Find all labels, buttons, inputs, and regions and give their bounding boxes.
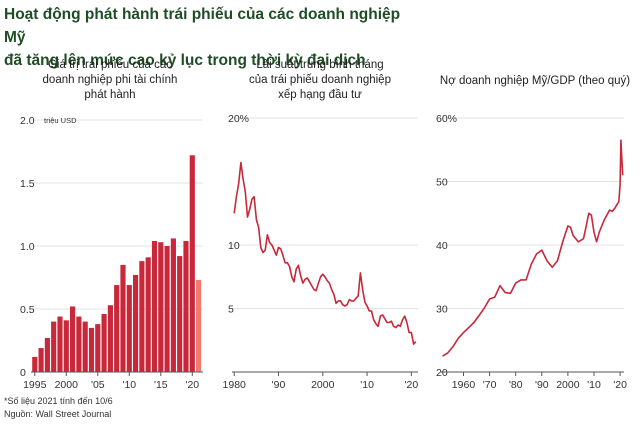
debt-gdp-chart: 30 40 50 60% 20 1960 '70 '80 '90 2000 '10 '20	[436, 113, 627, 391]
bar-1999	[57, 316, 63, 372]
yield-chart-x-tick-label: 1980	[223, 379, 247, 391]
bar-chart-title-line-3: phát hành	[84, 89, 136, 101]
bar-2007	[107, 305, 113, 372]
bar-2015	[158, 242, 164, 372]
yield-chart-x-tick-label: '20	[405, 379, 419, 391]
bar-1996	[38, 348, 44, 372]
bar-chart: 0 0.5 1.0 1.5 2.0 triệu USD 1995 2000 '05 '10 '15 '…	[20, 115, 203, 391]
debt-gdp-chart-y-tick-label: 60%	[436, 113, 457, 125]
debt-gdp-chart-y-tick-label-base: 20	[436, 367, 448, 379]
debt-gdp-chart-series-line	[442, 139, 624, 357]
source-note: Nguồn: Wall Street Journal	[4, 409, 112, 419]
yield-chart-title-line-2: của trái phiếu doanh nghiệp	[249, 74, 391, 86]
yield-chart-x-tick-label: '10	[360, 379, 374, 391]
bar-chart-x-tick-label: '10	[122, 379, 136, 391]
debt-gdp-chart-x-tick-label: '10	[587, 379, 601, 391]
headline-line-1: Hoạt động phát hành trái phiếu của các d…	[4, 6, 401, 46]
bar-chart-y-tick-label: 1.0	[20, 241, 35, 253]
bar-1998	[51, 321, 57, 372]
bar-2018	[177, 256, 183, 372]
debt-gdp-chart-x-tick-label: '90	[535, 379, 549, 391]
footnote: *Số liệu 2021 tính đến 10/6	[4, 396, 113, 406]
bar-2021	[196, 280, 202, 372]
bar-chart-y-tick-label: 0.5	[20, 304, 35, 316]
bar-chart-x-tick-label: 1995	[23, 379, 47, 391]
yield-chart-y-tick-label: 10	[228, 240, 240, 252]
bar-chart-x-tick-label: 2000	[55, 379, 79, 391]
headline-line-2: đã tăng lên mức cao kỷ lục trong thời kỳ…	[4, 52, 366, 69]
debt-gdp-chart-x-tick-label: '20	[613, 379, 627, 391]
debt-gdp-chart-x-tick-label: 2000	[556, 379, 580, 391]
bar-2004	[88, 327, 95, 372]
yield-chart-x-tick-label: '90	[272, 379, 286, 391]
bar-2020	[189, 155, 195, 372]
yield-chart-title-line-1: Lãi suất trung bình tháng	[256, 59, 384, 71]
bar-chart-x-tick-label: '05	[91, 379, 105, 391]
bar-1997	[44, 337, 50, 372]
bar-2017	[170, 238, 176, 372]
bar-2008	[114, 285, 120, 372]
bar-2013	[145, 257, 151, 372]
bar-2019	[183, 240, 189, 372]
headline: Hoạt động phát hành trái phiếu của các d…	[4, 3, 404, 72]
debt-gdp-chart-x-tick-label: '80	[509, 379, 523, 391]
bar-2010	[126, 285, 132, 372]
bar-chart-x-tick-label: '15	[154, 379, 168, 391]
debt-gdp-chart-x-tick-label: 1960	[452, 379, 476, 391]
bar-chart-y-tick-label: 2.0	[20, 115, 35, 127]
bar-2000	[63, 320, 69, 372]
bar-chart-y-tick-label: 0	[20, 367, 26, 379]
yield-chart-series-line	[233, 161, 417, 345]
yield-chart-title: Lãi suất trung bình tháng của trái phiếu…	[220, 58, 420, 103]
bar-2001	[69, 306, 76, 372]
bar-chart-y-tick-label: 1.5	[20, 178, 35, 190]
bar-2011	[133, 274, 139, 372]
debt-gdp-chart-y-tick-label: 40	[436, 240, 448, 252]
yield-chart-y-tick-label: 20%	[228, 113, 249, 125]
yield-chart-y-tick-label: 5	[228, 304, 234, 316]
bar-chart-title: Giá trị trái phiếu của các doanh nghiệp …	[10, 58, 210, 103]
debt-gdp-chart-title: Nợ doanh nghiệp Mỹ/GDP (theo quý)	[425, 74, 640, 89]
debt-gdp-chart-y-tick-label: 50	[436, 177, 448, 189]
bar-2009	[120, 264, 126, 372]
bar-2016	[164, 246, 170, 372]
bar-2012	[139, 261, 145, 372]
bar-chart-unit-label: triệu USD	[44, 116, 77, 125]
debt-gdp-chart-x-tick-label: '70	[483, 379, 497, 391]
bar-chart-title-line-2: doanh nghiệp phi tài chính	[42, 74, 178, 86]
yield-chart-x-tick-label: 2000	[311, 379, 335, 391]
bar-chart-x-tick-label: '20	[185, 379, 199, 391]
debt-gdp-chart-y-tick-label: 30	[436, 304, 448, 316]
bar-2002	[76, 316, 82, 372]
yield-chart-title-line-3: xếp hạng đầu tư	[278, 89, 362, 101]
yield-chart: 5 10 20% 1980 '90 2000 '10 '20	[223, 113, 419, 391]
bar-chart-title-line-1: Giá trị trái phiếu của các	[47, 59, 172, 71]
debt-gdp-chart-title-line-1: Nợ doanh nghiệp Mỹ/GDP (theo quý)	[439, 75, 631, 87]
bar-2014	[151, 240, 158, 372]
bar-2005	[95, 324, 101, 372]
bar-2006	[101, 314, 107, 372]
bar-1995	[32, 356, 38, 372]
bar-2003	[82, 321, 88, 372]
